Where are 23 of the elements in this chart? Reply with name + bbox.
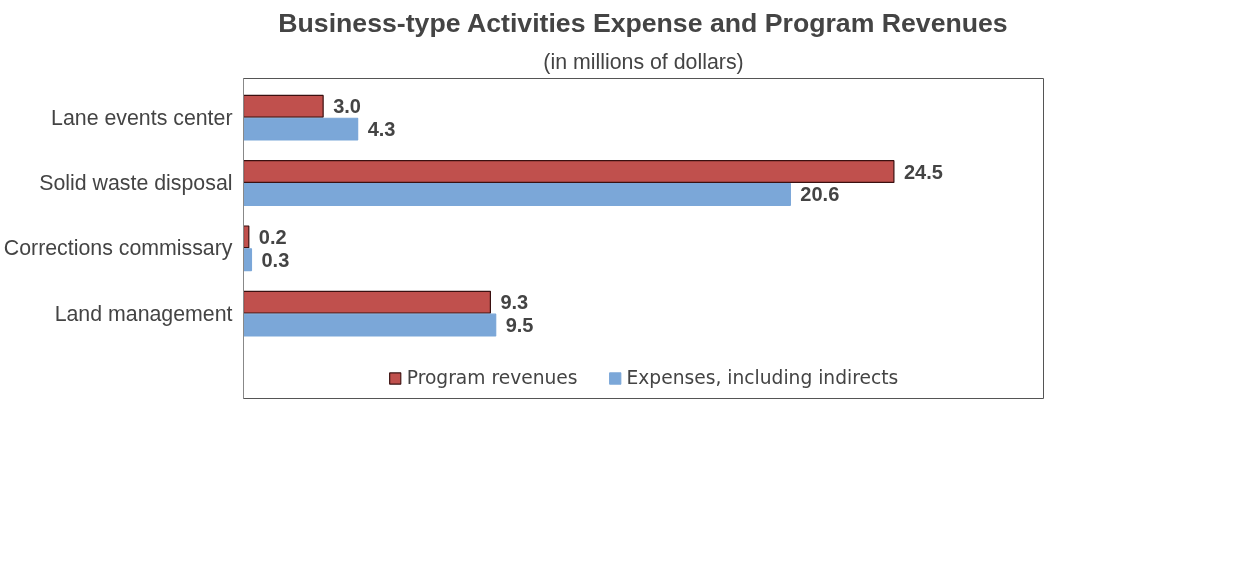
bar [243,313,497,337]
y-tick-label: Lane events center [51,105,233,130]
data-label: 4.3 [367,118,396,141]
bar [243,290,491,314]
y-tick-label: Corrections commissary [3,236,233,261]
data-label: 24.5 [903,160,943,183]
data-label: 0.3 [261,248,290,271]
bar [243,182,791,206]
data-label: 3.0 [333,95,361,118]
y-tick-label: Solid waste disposal [39,170,233,195]
data-label: 20.6 [800,183,840,206]
bar [243,117,359,141]
legend-label: Expenses, including indirects [626,367,899,388]
bar [243,160,895,184]
chart-subtitle: (in millions of dollars) [543,49,744,74]
data-label: 9.3 [500,291,529,314]
data-label: 0.2 [258,225,287,248]
data-label: 9.5 [505,314,534,337]
y-tick-label: Land management [54,301,233,326]
bar [243,94,324,118]
legend-label: Program revenues [406,367,578,388]
chart-title: Business-type Activities Expense and Program Revenues [278,7,1008,38]
bar [243,248,253,272]
